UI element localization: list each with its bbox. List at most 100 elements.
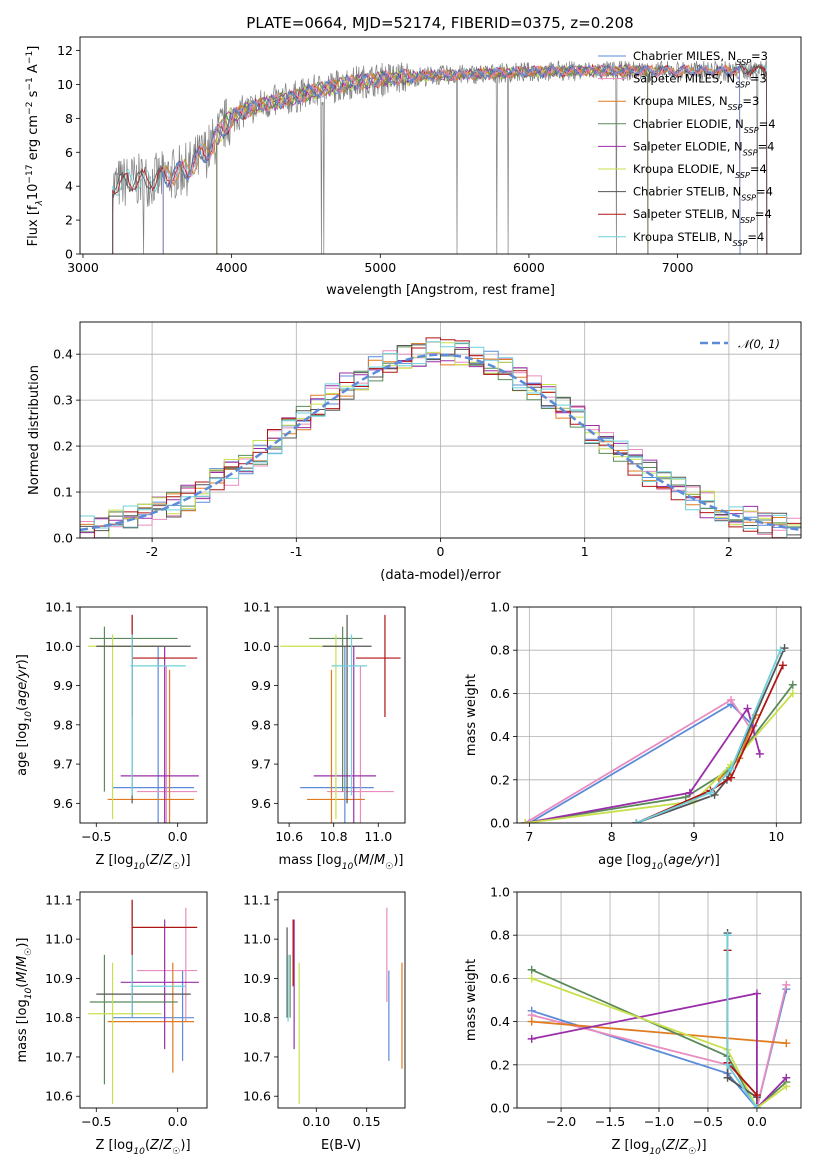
axes-residuals: -2 -1 0 1 2 0.0 0.1 0.2 0.3 0.4 𝒩(0, 1) (data-model…: [27, 321, 802, 583]
weight-marker: [727, 765, 736, 773]
weight-marker: [780, 644, 789, 653]
x-tick-label: 11.0: [364, 829, 392, 844]
weight-marker: [685, 788, 694, 797]
hist-salpeter-elodie: [80, 347, 801, 538]
x-tick-label: 1: [581, 544, 589, 559]
ticks: −0.5 0.0 10.6 10.7 10.8 10.9 11.0 11.1: [45, 892, 188, 1129]
y-tick-label: 10.6: [45, 1089, 73, 1104]
y-tick-label: 0.2: [490, 1057, 510, 1072]
y-tick-label: 0.8: [490, 928, 510, 943]
y-tick-label: 10.0: [45, 639, 73, 654]
weight-marker: [723, 931, 732, 940]
x-tick-label: 3000: [67, 260, 99, 275]
spectrum-model-chabrier-miles: [162, 63, 741, 254]
weight-line-chabrier-stelib: [636, 647, 786, 823]
ticks: -2 -1 0 1 2 0.0 0.1 0.2 0.3 0.4: [53, 347, 733, 559]
y-tick-label: 9.6: [53, 796, 73, 811]
y-tick-label: 11.1: [243, 892, 271, 907]
weight-marker: [527, 965, 536, 974]
weight-marker: [727, 695, 736, 704]
y-tick-label: 0.6: [490, 971, 510, 986]
weight-marker: [755, 749, 764, 758]
y-tick-label: 10.8: [45, 1010, 73, 1025]
legend: Chabrier MILES, NSSP=3 Salpeter MILES, NS…: [598, 49, 776, 247]
x-tick-label: −0.5: [81, 1114, 111, 1129]
y-tick-label: 0.4: [53, 347, 73, 362]
y-axis-label: Flux [fλ10−17 erg cm−2 s−1 A−1]: [25, 46, 45, 247]
x-tick-label: 0.0: [168, 829, 188, 844]
x-tick-label: 7: [525, 829, 533, 844]
weight-marker: [527, 974, 536, 983]
y-tick-label: 0.4: [490, 729, 510, 744]
y-tick-label: 2: [65, 213, 73, 228]
x-tick-label: 9: [690, 829, 698, 844]
x-tick-label: 0.15: [353, 1114, 381, 1129]
weight-marker: [782, 1039, 791, 1048]
weight-marker: [782, 1073, 791, 1082]
y-tick-label: 8: [65, 111, 73, 126]
axes-frame: [277, 891, 406, 1109]
y-tick-label: 4: [65, 179, 73, 194]
plot-area: [521, 644, 797, 823]
y-tick-label: 10.7: [243, 1049, 271, 1064]
x-tick-label: 10: [768, 829, 784, 844]
hist-kroupa-stelib: [80, 341, 801, 538]
legend-label: 𝒩(0, 1): [738, 337, 780, 351]
ticks: 3000 4000 5000 6000 7000 0 2 4 6 8 10 12: [57, 43, 693, 275]
weight-line-kroupa-elodie: [525, 692, 794, 823]
weight-marker: [723, 1060, 732, 1069]
ticks: 0.10 0.15 10.6 10.7 10.8 10.9 11.0 11.1: [243, 892, 380, 1129]
y-axis-label: age [log10(age/yr)]: [15, 654, 34, 776]
x-tick-label: −2.0: [546, 1114, 576, 1129]
legend-label: Chabrier ELODIE, NSSP=4: [633, 117, 776, 135]
y-tick-label: 9.9: [251, 678, 271, 693]
x-axis-label: age [log10(age/yr)]: [598, 853, 720, 872]
grid-lines: [517, 891, 801, 1109]
legend-label: Salpeter ELODIE, NSSP=4: [633, 139, 774, 157]
axes-frame: [79, 36, 802, 255]
weight-marker: [632, 819, 641, 823]
ticks: 10.6 10.8 11.0 9.6 9.7 9.8 9.9 10.0 10.1: [243, 600, 392, 845]
legend: 𝒩(0, 1): [700, 337, 780, 351]
weight-line-kroupa-stelib: [636, 649, 782, 823]
y-tick-label: 0.0: [53, 531, 73, 546]
weight-line-salpeter-elodie: [525, 706, 761, 823]
y-tick-label: 9.6: [251, 796, 271, 811]
x-tick-label: 5000: [364, 260, 396, 275]
weight-line-salpeter-elodie: [531, 992, 787, 1108]
weight-line-salpeter-stelib: [636, 664, 784, 823]
weight-marker: [782, 980, 791, 989]
y-tick-label: 10.1: [243, 600, 271, 615]
weight-marker: [776, 646, 785, 655]
axes-frame: [277, 606, 406, 824]
x-tick-label: 0.0: [747, 1114, 767, 1129]
legend-label: Salpeter STELIB, NSSP=4: [633, 207, 772, 225]
plot-area: [88, 899, 199, 1105]
y-tick-label: 11.1: [45, 892, 73, 907]
weight-marker: [743, 704, 752, 713]
weight-line-salpeter-stelib: [726, 950, 758, 1096]
y-tick-label: 0.0: [490, 816, 510, 831]
weight-marker: [527, 1017, 536, 1026]
x-tick-label: -2: [146, 544, 158, 559]
x-tick-label: 10.6: [275, 829, 303, 844]
y-tick-label: 9.9: [53, 678, 73, 693]
weight-marker: [788, 689, 797, 698]
axes-age_vs_mass: 10.6 10.8 11.0 9.6 9.7 9.8 9.9 10.0 10.1 mass [lo…: [243, 600, 406, 872]
y-tick-label: 10.1: [45, 600, 73, 615]
axes-frame: [79, 891, 208, 1109]
weight-marker: [778, 661, 787, 670]
weight-marker: [788, 680, 797, 689]
legend-label: Chabrier MILES, NSSP=3: [633, 49, 768, 67]
y-tick-label: 11.0: [45, 932, 73, 947]
y-axis-label: mass [log10(M/M☉)]: [15, 938, 34, 1063]
spectrum-model-kroupa-miles: [162, 63, 741, 254]
y-tick-label: 10.8: [243, 1010, 271, 1025]
y-tick-label: 0.0: [490, 1101, 510, 1116]
ticks: −2.0 −1.5 −1.0 −0.5 0.0 0.0 0.2 0.4 0.6 0.8 1.0: [490, 885, 767, 1130]
weight-marker: [710, 790, 719, 799]
x-axis-label: (data-model)/error: [380, 568, 501, 583]
weight-marker: [527, 1034, 536, 1043]
axes-spectrum: 3000 4000 5000 6000 7000 0 2 4 6 8 10 12 Chabrier MI…: [25, 36, 802, 298]
